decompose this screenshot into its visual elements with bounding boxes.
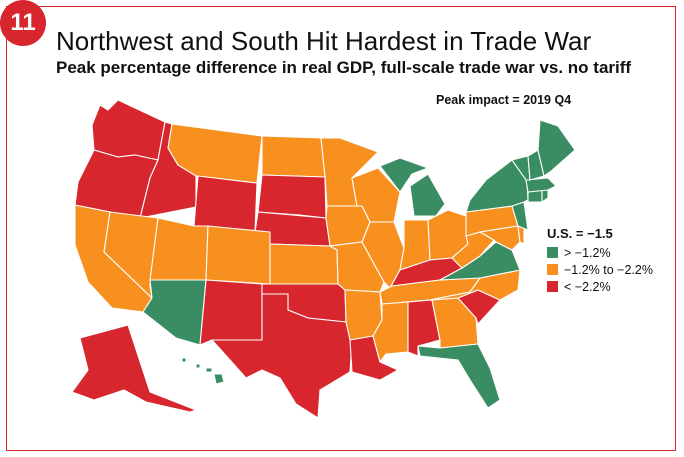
legend-swatch (547, 281, 558, 292)
state-MI (379, 157, 446, 217)
state-WA (91, 99, 166, 161)
figure-number-badge: 11 (0, 0, 46, 46)
state-UT (149, 217, 209, 281)
legend-item-below-minus-2-2: < −2.2% (547, 278, 653, 295)
state-WY (193, 175, 258, 233)
state-ND (261, 135, 326, 178)
map-legend: U.S. = −1.5 > −1.2% −1.2% to −2.2% < −2.… (547, 226, 653, 295)
legend-label: > −1.2% (564, 245, 611, 260)
state-SD (257, 174, 327, 219)
state-FL (417, 343, 501, 409)
legend-title: U.S. = −1.5 (547, 226, 613, 241)
state-RI (541, 189, 549, 203)
state-ME (537, 119, 576, 177)
state-KS (269, 243, 339, 285)
legend-item-minus-1-2-to-minus-2-2: −1.2% to −2.2% (547, 261, 653, 278)
legend-swatch (547, 264, 558, 275)
state-MA (525, 177, 557, 193)
legend-label: < −2.2% (564, 279, 611, 294)
state-NM (199, 279, 263, 346)
state-CO (205, 225, 271, 285)
legend-item-above-minus-1-2: > −1.2% (547, 244, 653, 261)
state-HI (181, 357, 225, 385)
legend-swatch (547, 247, 558, 258)
state-TX (211, 293, 353, 419)
state-AK (71, 324, 197, 413)
peak-impact-note: Peak impact = 2019 Q4 (436, 93, 572, 107)
map-subtitle: Peak percentage difference in real GDP, … (56, 58, 632, 77)
state-AZ (142, 279, 207, 346)
map-title: Northwest and South Hit Hardest in Trade… (56, 26, 592, 56)
legend-label: −1.2% to −2.2% (564, 262, 653, 277)
figure-frame (6, 6, 676, 451)
